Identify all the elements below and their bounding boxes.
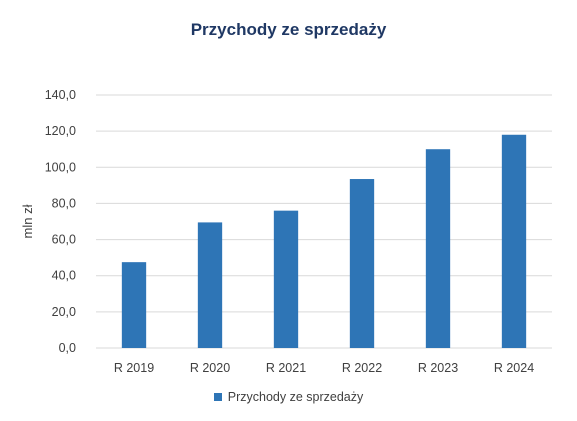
chart-title: Przychody ze sprzedaży [190, 20, 387, 39]
bar [273, 210, 299, 348]
y-tick-layer: 0,0 20,0 40,0 60,0 80,0 100,0 120,0 140,0 [45, 88, 76, 355]
x-tick-label: R 2020 [190, 361, 230, 375]
y-tick-label: 60,0 [52, 233, 76, 247]
x-tick-label: R 2021 [266, 361, 306, 375]
y-tick-label: 40,0 [52, 269, 76, 283]
x-tick-label: R 2019 [114, 361, 154, 375]
bar [121, 262, 147, 348]
y-tick-label: 100,0 [45, 160, 76, 174]
bar [501, 134, 527, 348]
y-axis-title: mln zł [20, 204, 35, 238]
y-tick-label: 0,0 [59, 341, 76, 355]
legend: Przychody ze sprzedaży [0, 390, 577, 404]
grid-layer [96, 94, 552, 349]
x-tick-label: R 2023 [418, 361, 458, 375]
x-tick-label: R 2024 [494, 361, 534, 375]
x-tick-layer: R 2019 R 2020 R 2021 R 2022 R 2023 R 2024 [114, 361, 534, 375]
bar [349, 179, 375, 348]
y-tick-label: 120,0 [45, 124, 76, 138]
legend-swatch [213, 393, 222, 401]
bar [425, 149, 451, 348]
bar [197, 222, 223, 348]
y-tick-label: 20,0 [52, 305, 76, 319]
x-tick-label: R 2022 [342, 361, 382, 375]
y-tick-label: 80,0 [52, 196, 76, 210]
y-tick-label: 140,0 [45, 88, 76, 102]
legend-label: Przychody ze sprzedaży [227, 390, 364, 404]
bar-layer [121, 134, 527, 348]
